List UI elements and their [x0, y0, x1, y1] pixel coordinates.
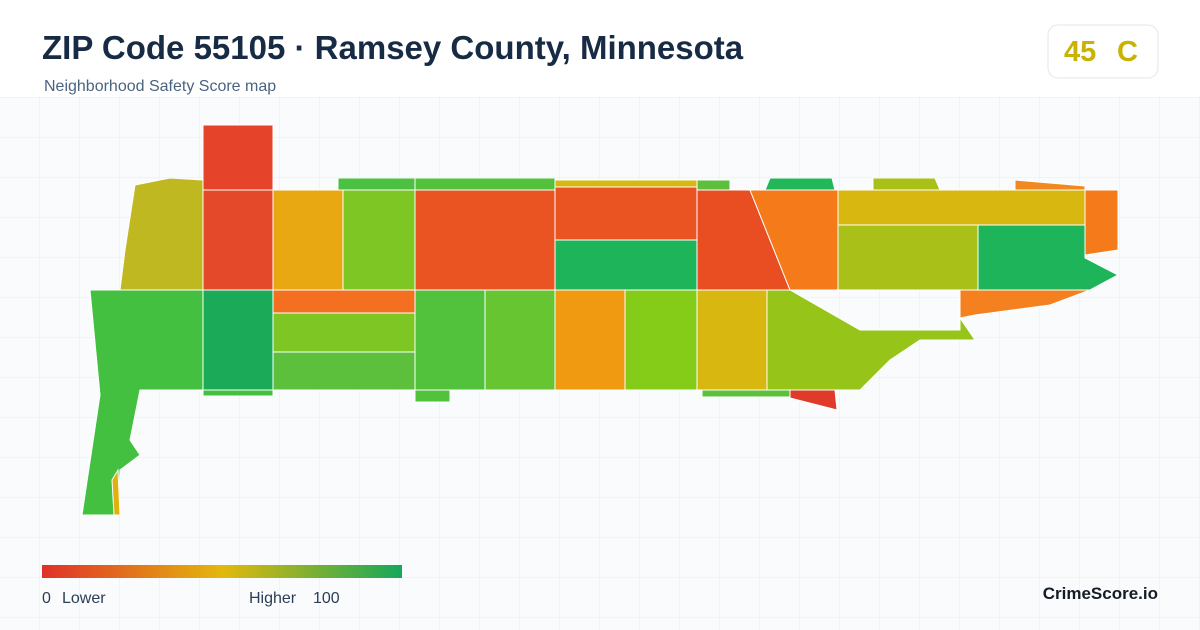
region — [696, 179, 731, 191]
region — [272, 289, 416, 314]
region — [872, 177, 941, 191]
region — [696, 289, 768, 391]
region — [554, 289, 626, 391]
region — [202, 389, 274, 397]
region — [342, 189, 416, 291]
score-value: 45 — [1064, 36, 1096, 68]
region — [202, 189, 274, 291]
region — [414, 289, 486, 391]
region — [554, 179, 698, 188]
region — [111, 468, 121, 516]
score-badge — [1047, 24, 1159, 79]
legend-max-label: Higher — [249, 590, 297, 607]
region — [414, 177, 556, 191]
legend-min-label: Lower — [62, 590, 106, 607]
region — [414, 189, 556, 291]
region — [202, 289, 274, 391]
region — [837, 189, 1086, 226]
region — [624, 289, 698, 391]
map-regions — [81, 124, 1120, 516]
region — [1084, 189, 1119, 256]
brand: CrimeScore.io — [1043, 584, 1158, 603]
region — [202, 124, 274, 191]
region — [414, 389, 451, 403]
region — [1014, 179, 1086, 191]
legend-min: 0 — [42, 590, 51, 607]
region — [554, 186, 698, 241]
region — [789, 389, 838, 411]
legend-max: 100 — [313, 590, 340, 607]
region — [272, 351, 416, 391]
region — [272, 189, 344, 291]
region — [484, 289, 556, 391]
region — [701, 389, 791, 398]
score-grade: C — [1117, 36, 1138, 68]
region — [959, 289, 1091, 319]
region — [837, 224, 979, 291]
region — [554, 239, 698, 291]
region — [764, 177, 836, 191]
legend-gradient — [42, 565, 402, 578]
region — [272, 312, 416, 353]
title: ZIP Code 55105 · Ramsey County, Minnesot… — [42, 29, 744, 66]
region — [337, 177, 416, 191]
subtitle: Neighborhood Safety Score map — [44, 78, 276, 95]
